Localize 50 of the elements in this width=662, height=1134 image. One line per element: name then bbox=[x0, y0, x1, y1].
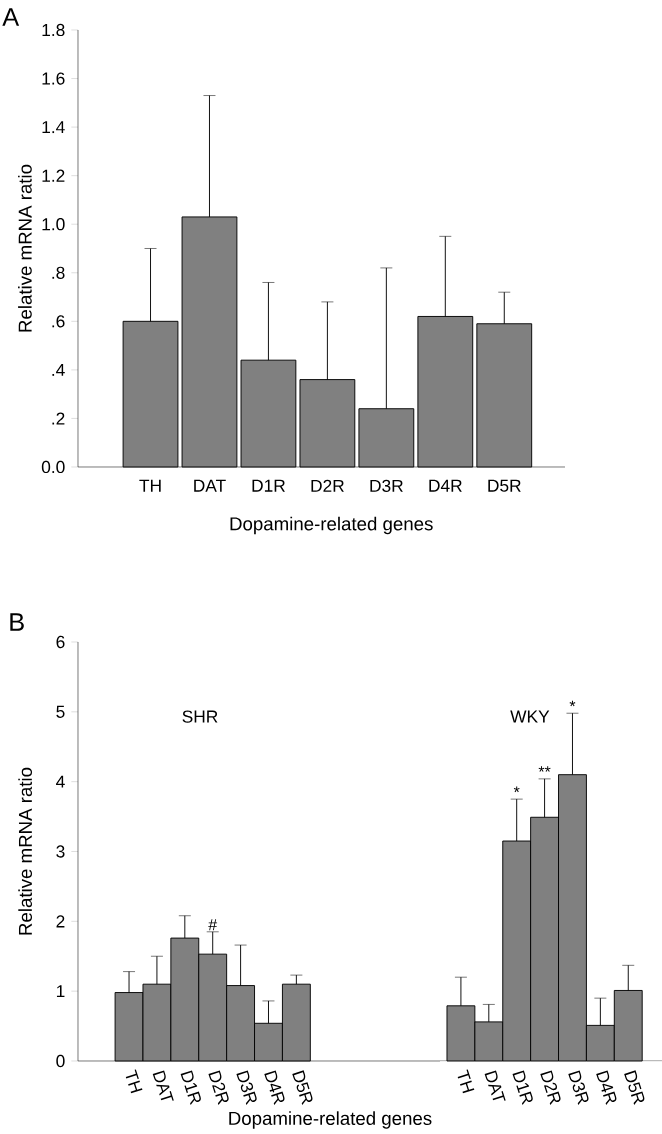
x-tick-label: D1R bbox=[512, 1070, 533, 1105]
annotation: * bbox=[513, 786, 520, 793]
y-tick-label: .2 bbox=[52, 412, 65, 425]
text: SHR bbox=[182, 710, 218, 723]
x-tick-label: D3R bbox=[236, 1070, 257, 1105]
y-tick-label: .4 bbox=[52, 363, 65, 376]
y-tick-label: 1.2 bbox=[42, 169, 65, 182]
x-tick-label: D1R bbox=[252, 479, 285, 492]
x-tick-label: D2R bbox=[540, 1070, 561, 1105]
x-tick-label: TH bbox=[125, 1069, 143, 1094]
x-tick-label: D4R bbox=[596, 1070, 617, 1105]
x-tick-label: D2R bbox=[208, 1070, 229, 1105]
y-tick-label: 2 bbox=[56, 915, 65, 928]
x-axis-title: Dopamine-related genes bbox=[229, 1111, 432, 1129]
x-tick-label: DAT bbox=[484, 1070, 506, 1101]
chart-title: B bbox=[10, 613, 24, 631]
x-tick-label: DAT bbox=[194, 479, 226, 492]
chart-title: A bbox=[2, 8, 20, 26]
x-tick-label: D3R bbox=[568, 1070, 589, 1105]
y-tick-label: 6 bbox=[56, 635, 65, 649]
x-tick-label: D4R bbox=[264, 1070, 285, 1105]
x-tick-label: TH bbox=[457, 1069, 475, 1094]
y-tick-label: 3 bbox=[56, 845, 65, 858]
y-tick-label: 1 bbox=[56, 985, 65, 998]
y-tick-label: 1.4 bbox=[42, 121, 65, 134]
y-tick-label: 1.6 bbox=[42, 72, 65, 85]
x-tick-label: D4R bbox=[429, 479, 462, 492]
x-tick-label: D5R bbox=[488, 479, 521, 492]
x-tick-label: TH bbox=[139, 479, 161, 492]
y-tick-label: 4 bbox=[56, 775, 65, 788]
y-tick-label: .6 bbox=[52, 315, 65, 328]
y-axis-title: Relative mRNA ratio bbox=[18, 164, 32, 332]
y-axis-title: Relative mRNA ratio bbox=[18, 767, 33, 935]
y-tick-label: 0.0 bbox=[41, 460, 65, 474]
annotation: ** bbox=[538, 766, 551, 772]
annotation: * bbox=[569, 700, 576, 707]
y-tick-label: .8 bbox=[52, 266, 65, 279]
x-tick-label: D1R bbox=[180, 1070, 201, 1105]
x-tick-label: D2R bbox=[311, 479, 344, 492]
y-tick-label: 5 bbox=[56, 705, 65, 718]
x-tick-label: D5R bbox=[624, 1070, 645, 1105]
annotation: # bbox=[208, 919, 218, 931]
x-tick-label: D5R bbox=[292, 1070, 313, 1105]
y-tick-label: 0 bbox=[56, 1054, 65, 1068]
x-tick-label: DAT bbox=[152, 1070, 174, 1101]
text: WKY bbox=[510, 710, 550, 723]
x-tick-label: D3R bbox=[370, 479, 403, 492]
x-axis-title: Dopamine-related genes bbox=[230, 516, 433, 535]
y-tick-label: 1.8 bbox=[42, 23, 65, 37]
y-tick-label: 1.0 bbox=[42, 218, 65, 231]
